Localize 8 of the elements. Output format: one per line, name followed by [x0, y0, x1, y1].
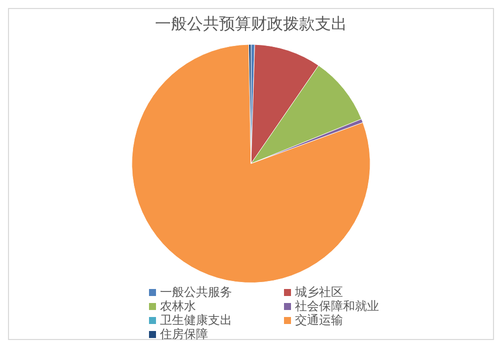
- chart-title: 一般公共预算财政拨款支出: [155, 14, 347, 33]
- legend-label: 卫生健康支出: [160, 313, 232, 327]
- legend-label: 农林水: [160, 299, 196, 313]
- legend-label: 城乡社区: [295, 285, 343, 299]
- legend-label: 交通运输: [295, 313, 343, 327]
- legend-label: 社会保障和就业: [295, 299, 379, 313]
- legend-label: 一般公共服务: [160, 285, 232, 299]
- legend-label: 住房保障: [160, 327, 208, 341]
